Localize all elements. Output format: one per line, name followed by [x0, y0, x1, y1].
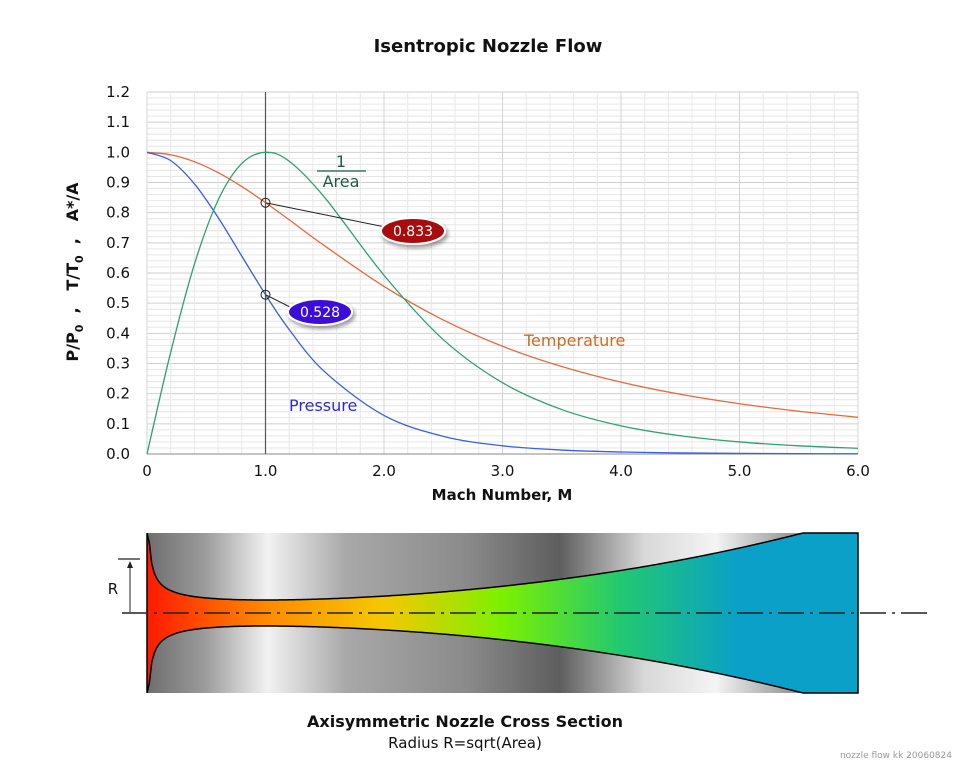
tick-labels: 0 1.0 2.0 3.0 4.0 5.0 6.0 0.0 0.1 0.2 0.3 0.4 0.5 0.6…	[106, 83, 870, 480]
x-tick-label: 3.0	[491, 462, 515, 480]
grid	[146, 91, 859, 455]
x-tick-label: 2.0	[372, 462, 396, 480]
callout-badge	[380, 217, 446, 245]
y-tick-label: 0.6	[106, 264, 130, 282]
y-tick-label: 0.5	[106, 294, 130, 312]
y-tick-label: 0.3	[106, 355, 130, 373]
y-tick-label: 0.8	[106, 204, 130, 222]
callout-leader	[265, 202, 386, 228]
x-tick-label: 6.0	[846, 462, 870, 480]
temperature-label: Temperature	[523, 331, 625, 350]
area-label: 1 Area	[317, 152, 366, 191]
nozzle-subtitle: Radius R=sqrt(Area)	[388, 734, 542, 752]
x-tick-label: 4.0	[609, 462, 633, 480]
y-tick-label: 0.9	[106, 174, 130, 192]
inverse-area-line	[146, 151, 859, 455]
x-tick-label: 5.0	[728, 462, 752, 480]
y-tick-label: 1.0	[106, 143, 130, 161]
radius-label: R	[108, 580, 118, 598]
nozzle-cross-section: R	[108, 532, 930, 694]
y-tick-label: 1.1	[106, 113, 130, 131]
x-axis-label: Mach Number, M	[432, 486, 573, 504]
watermark: nozzle flow kk 20060824	[840, 751, 952, 761]
pressure-line	[146, 151, 859, 455]
area-label-denominator: Area	[323, 172, 360, 191]
arrow-head-icon	[127, 561, 133, 568]
chart-title: Isentropic Nozzle Flow	[374, 36, 603, 57]
callout-value: 0.528	[300, 305, 340, 321]
y-tick-label: 0.1	[106, 415, 130, 433]
y-tick-label: 0.0	[106, 445, 130, 463]
annotations: 0.833 0.528	[260, 197, 446, 326]
data-point-marker	[260, 197, 271, 208]
callout-badge	[287, 298, 353, 326]
data-point-marker	[260, 289, 271, 300]
x-tick-label: 0	[142, 462, 152, 480]
y-axis-label: P/P0 , T/T0 , A*/A	[63, 182, 86, 362]
x-tick-label: 1.0	[254, 462, 278, 480]
area-label-numerator: 1	[336, 152, 346, 171]
y-tick-label: 0.2	[106, 385, 130, 403]
nozzle-title: Axisymmetric Nozzle Cross Section	[307, 712, 623, 731]
y-tick-label: 0.4	[106, 324, 130, 342]
callout-value: 0.833	[393, 224, 433, 240]
temperature-line	[146, 151, 859, 418]
y-tick-label: 1.2	[106, 83, 130, 101]
series-lines	[146, 151, 859, 455]
y-tick-label: 0.7	[106, 234, 130, 252]
pressure-label: Pressure	[289, 396, 357, 415]
